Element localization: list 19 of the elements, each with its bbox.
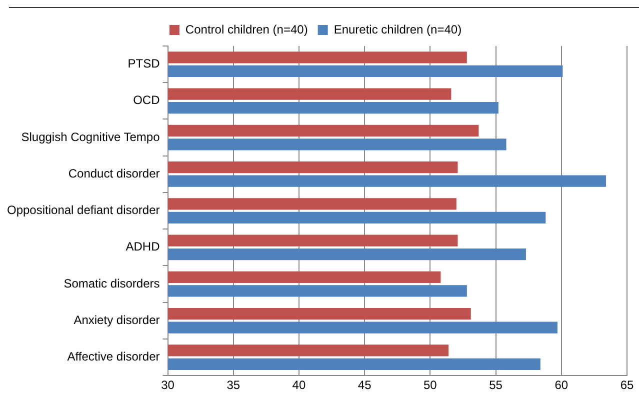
- y-tick-label: Anxiety disorder: [74, 312, 160, 327]
- x-tick-label: 35: [226, 378, 240, 392]
- y-tick-label: Somatic disorders: [64, 276, 160, 290]
- x-tick-label: 40: [292, 378, 306, 392]
- x-tick-label: 55: [489, 378, 503, 392]
- y-tick-label: PTSD: [128, 56, 160, 71]
- legend-label: Control children (n=40): [185, 22, 308, 36]
- y-tick-label: Conduct disorder: [68, 166, 160, 180]
- x-tick-label: 65: [620, 378, 634, 392]
- x-tick-label: 60: [554, 378, 568, 392]
- y-tick-label: OCD: [133, 93, 160, 108]
- y-tick-label: Affective disorder: [67, 350, 160, 364]
- x-tick-label: 45: [358, 378, 372, 392]
- y-tick-label: ADHD: [126, 240, 160, 254]
- legend-label: Enuretic children (n=40): [334, 22, 462, 36]
- x-tick-label: 50: [424, 378, 438, 392]
- y-tick-label: Sluggish Cognitive Tempo: [21, 130, 160, 144]
- y-tick-label: Oppositional defiant disorder: [6, 203, 160, 218]
- x-tick-label: 30: [161, 378, 175, 392]
